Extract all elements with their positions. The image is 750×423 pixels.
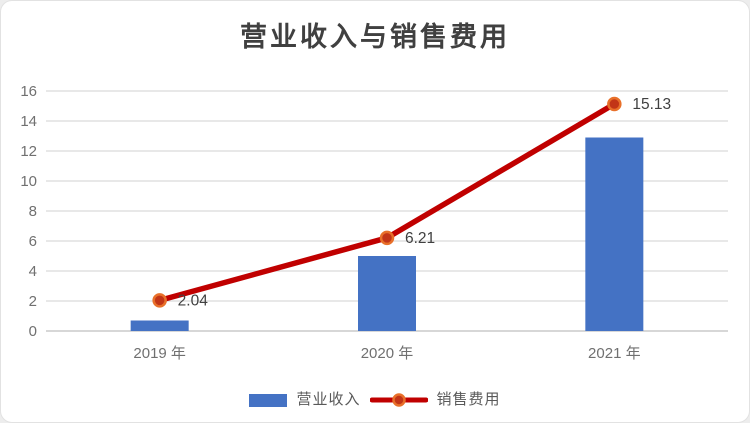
y-tick-label: 16 <box>20 83 37 100</box>
y-tick-label: 2 <box>29 293 37 310</box>
legend-revenue-swatch-icon <box>249 393 288 407</box>
legend-revenue-label: 营业收入 <box>296 391 361 408</box>
bar-2019年 <box>130 320 189 331</box>
line-marker <box>379 230 395 246</box>
y-tick-label: 12 <box>20 143 37 160</box>
data-label: 6.21 <box>405 230 435 247</box>
data-label: 2.04 <box>178 292 209 309</box>
line-marker <box>152 293 167 308</box>
y-tick-label: 14 <box>20 113 37 130</box>
y-tick-label: 10 <box>20 173 37 190</box>
y-tick-label: 4 <box>29 263 37 280</box>
line-marker <box>607 96 622 112</box>
x-tick-label: 2020 年 <box>361 345 414 362</box>
x-tick-label: 2019 年 <box>133 345 186 362</box>
bar-2021年 <box>585 137 644 331</box>
bar-2020年 <box>358 256 416 331</box>
y-tick-label: 8 <box>29 203 37 220</box>
data-label: 15.13 <box>632 96 671 113</box>
legend-expense-label: 销售费用 <box>436 391 501 408</box>
chart-title: 营业收入与销售费用 <box>240 22 510 52</box>
y-tick-label: 0 <box>29 323 37 340</box>
x-tick-label: 2021 年 <box>588 345 641 362</box>
legend-expense-swatch-icon <box>369 393 428 407</box>
y-tick-label: 6 <box>29 233 37 250</box>
legend-marker-icon <box>391 393 406 407</box>
legend: 营业收入 销售费用 <box>1 392 749 408</box>
